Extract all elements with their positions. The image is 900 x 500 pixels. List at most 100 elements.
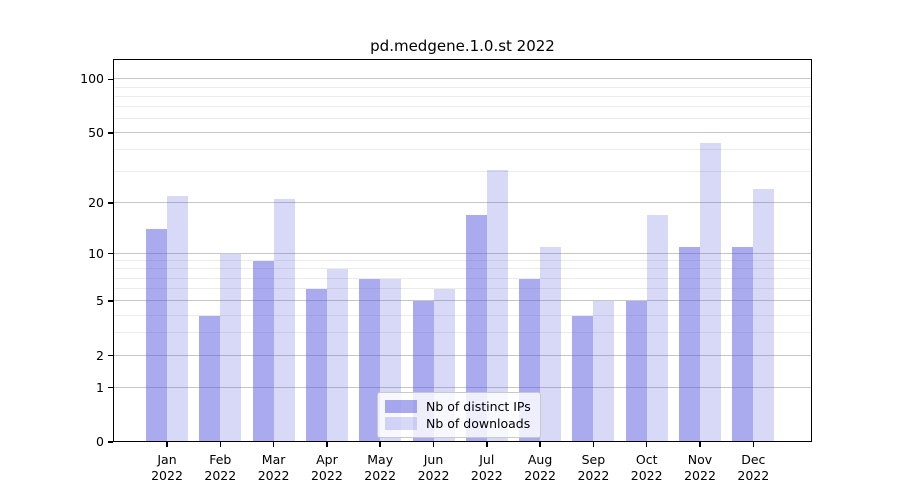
xtick-month-jul: Jul — [479, 452, 495, 467]
xtick-mark-nov — [699, 442, 701, 447]
legend-item-downloads: Nb of downloads — [385, 415, 531, 432]
ytick-label-0: 0 — [96, 433, 104, 449]
xtick-month-sep: Sep — [581, 452, 606, 467]
xtick-mark-feb — [219, 442, 222, 447]
bar-downloads-sep — [593, 301, 615, 442]
gridline-minor-30 — [113, 171, 812, 173]
gridline-major-1 — [113, 386, 812, 388]
ytick-mark-1 — [108, 386, 113, 389]
ytick-label-10: 10 — [88, 245, 104, 261]
gridline-minor-80 — [113, 95, 812, 97]
gridline-minor-4 — [113, 314, 812, 316]
bar-downloads-jul — [486, 169, 508, 442]
ytick-mark-100 — [108, 78, 113, 81]
gridline-minor-6 — [113, 288, 812, 290]
xtick-mark-dec — [752, 442, 755, 447]
bar-distinct-ips-jan — [146, 229, 167, 442]
ytick-label-5: 5 — [96, 292, 104, 308]
xtick-label-oct: Oct 2022 — [631, 452, 663, 483]
xtick-label-jul: Jul 2022 — [471, 452, 503, 483]
xtick-year-feb: 2022 — [204, 467, 237, 483]
xtick-mark-jun — [432, 442, 435, 447]
gridline-major-10 — [113, 252, 812, 254]
xtick-label-aug: Aug 2022 — [524, 452, 556, 483]
bar-downloads-feb — [220, 253, 242, 442]
bar-distinct-ips-dec — [732, 246, 754, 442]
xtick-month-apr: Apr — [316, 452, 338, 467]
xtick-year-jan: 2022 — [151, 467, 183, 483]
xtick-month-aug: Aug — [527, 452, 553, 467]
plot-area — [113, 59, 812, 442]
ytick-mark-10 — [108, 252, 113, 255]
gridline-minor-90 — [113, 86, 812, 88]
gridline-minor-9 — [113, 260, 812, 262]
bar-distinct-ips-sep — [572, 315, 594, 442]
legend-label-downloads: Nb of downloads — [426, 416, 531, 431]
xtick-year-sep: 2022 — [577, 467, 610, 483]
gridline-minor-7 — [113, 277, 812, 279]
bar-distinct-ips-may — [359, 278, 381, 442]
xtick-year-aug: 2022 — [524, 467, 556, 483]
xtick-mark-apr — [326, 442, 328, 447]
legend-swatch-distinct-ips — [385, 400, 417, 413]
gridline-minor-8 — [113, 268, 812, 270]
bar-downloads-aug — [540, 246, 562, 442]
xtick-mark-sep — [592, 442, 595, 447]
xtick-month-jan: Jan — [157, 452, 177, 467]
xtick-year-jul: 2022 — [470, 467, 503, 483]
bar-distinct-ips-jul — [465, 214, 487, 442]
xtick-month-may: May — [367, 452, 394, 467]
xtick-label-jan: Jan 2022 — [151, 452, 183, 483]
xtick-month-mar: Mar — [261, 452, 286, 467]
xtick-year-mar: 2022 — [257, 467, 290, 483]
bar-distinct-ips-mar — [252, 261, 274, 442]
xtick-mark-jan — [166, 442, 168, 447]
xtick-label-dec: Dec 2022 — [737, 452, 769, 483]
xtick-month-jun: Jun — [423, 452, 444, 467]
xtick-year-jun: 2022 — [417, 467, 450, 483]
gridline-minor-60 — [113, 118, 812, 120]
xtick-label-nov: Nov 2022 — [684, 452, 716, 483]
bar-distinct-ips-feb — [199, 315, 221, 442]
gridline-major-50 — [113, 132, 812, 134]
xtick-mark-jul — [486, 442, 488, 447]
ytick-label-100: 100 — [80, 71, 104, 87]
xtick-year-apr: 2022 — [310, 467, 343, 483]
xtick-mark-oct — [645, 442, 648, 447]
gridline-major-2 — [113, 354, 812, 356]
bar-downloads-oct — [646, 214, 668, 442]
ytick-mark-0 — [108, 441, 113, 443]
xtick-month-dec: Dec — [741, 452, 766, 467]
ytick-label-1: 1 — [96, 379, 104, 395]
xtick-label-sep: Sep 2022 — [577, 452, 609, 483]
legend: Nb of distinct IPs Nb of downloads — [377, 392, 541, 438]
xtick-label-feb: Feb 2022 — [204, 452, 236, 483]
bar-downloads-mar — [273, 199, 295, 442]
bar-downloads-apr — [326, 269, 348, 442]
chart-title: pd.medgene.1.0.st 2022 — [370, 37, 555, 55]
legend-swatch-downloads — [385, 417, 417, 430]
gridline-major-20 — [113, 201, 812, 203]
ytick-mark-20 — [108, 202, 113, 204]
xtick-mark-mar — [272, 442, 275, 447]
legend-label-distinct-ips: Nb of distinct IPs — [426, 399, 531, 414]
xtick-year-dec: 2022 — [737, 467, 770, 483]
ytick-label-50: 50 — [88, 124, 104, 140]
gridline-major-5 — [113, 300, 812, 302]
xtick-month-nov: Nov — [687, 452, 713, 467]
bar-distinct-ips-oct — [625, 301, 647, 442]
bar-distinct-ips-nov — [679, 246, 700, 442]
xtick-year-may: 2022 — [364, 467, 397, 483]
ytick-mark-2 — [108, 354, 113, 357]
xtick-label-apr: Apr 2022 — [311, 452, 343, 483]
legend-item-distinct-ips: Nb of distinct IPs — [385, 398, 531, 415]
ytick-label-20: 20 — [88, 194, 104, 210]
bar-downloads-dec — [753, 189, 775, 442]
xtick-label-jun: Jun 2022 — [418, 452, 450, 483]
ytick-label-2: 2 — [96, 347, 104, 363]
xtick-year-nov: 2022 — [684, 467, 716, 483]
xtick-label-mar: Mar 2022 — [258, 452, 290, 483]
bar-downloads-nov — [700, 142, 721, 442]
xtick-label-may: May 2022 — [364, 452, 396, 483]
